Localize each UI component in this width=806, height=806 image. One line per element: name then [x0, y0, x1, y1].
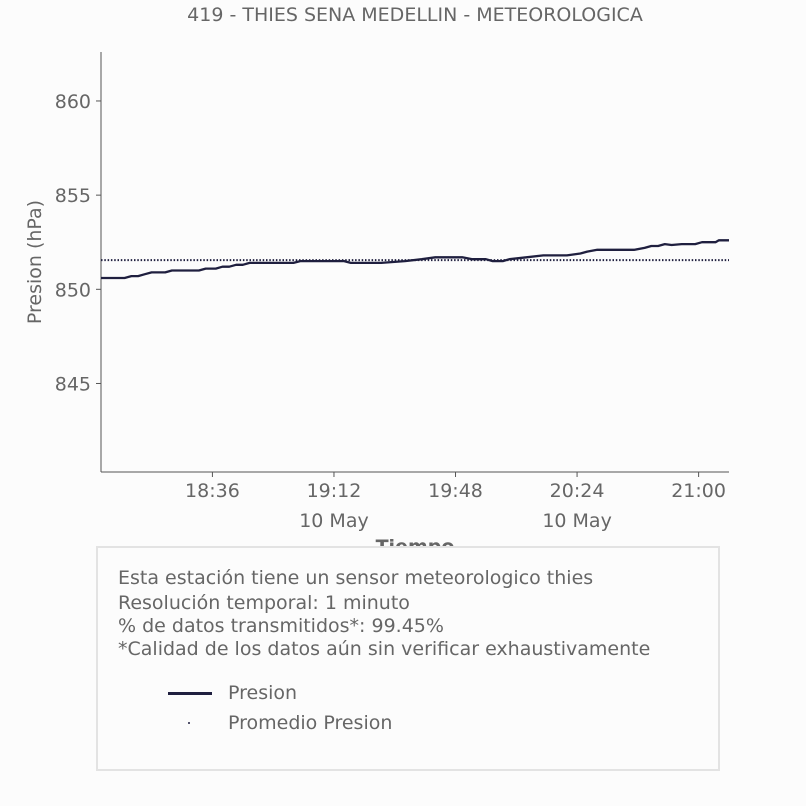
y-ticks: 845 850 855 860: [55, 91, 101, 395]
x-tick-label: 19:12: [307, 480, 362, 502]
y-tick-label: 845: [55, 373, 91, 395]
series-layer: [101, 239, 729, 280]
pressure-chart: 419 - THIES SENA MEDELLIN - METEOROLOGIC…: [24, 4, 729, 558]
info-box: Esta estación tiene un sensor meteorolog…: [96, 546, 720, 771]
chart-title: 419 - THIES SENA MEDELLIN - METEOROLOGIC…: [187, 4, 643, 26]
x-ticks: 18:36 19:12 10 May 19:48 20:24 10 May 21:00: [185, 472, 726, 532]
info-transmitted-text: % de datos transmitidos*: 99.45%: [118, 615, 444, 637]
x-tick-label: 20:24: [550, 480, 605, 502]
x-tick-date-label: 10 May: [299, 510, 369, 532]
info-quality-note: *Calidad de los datos aún sin verificar …: [118, 638, 651, 660]
x-tick-label: 19:48: [428, 480, 483, 502]
y-tick-label: 855: [55, 185, 91, 207]
y-tick-label: 850: [55, 279, 91, 301]
y-tick-label: 860: [55, 91, 91, 113]
legend-label-presion: Presion: [228, 682, 298, 704]
legend-label-promedio: Promedio Presion: [228, 712, 393, 734]
info-resolution-text: Resolución temporal: 1 minuto: [118, 592, 410, 614]
x-tick-label: 18:36: [185, 480, 240, 502]
info-sensor-text: Esta estación tiene un sensor meteorolog…: [118, 567, 594, 589]
series-presion-line: [101, 239, 729, 280]
x-tick-date-label: 10 May: [542, 510, 612, 532]
legend-line-icon: [168, 692, 212, 695]
y-axis-label: Presion (hPa): [24, 200, 46, 324]
x-tick-label: 21:00: [671, 480, 726, 502]
legend-dot-icon: [188, 722, 190, 724]
